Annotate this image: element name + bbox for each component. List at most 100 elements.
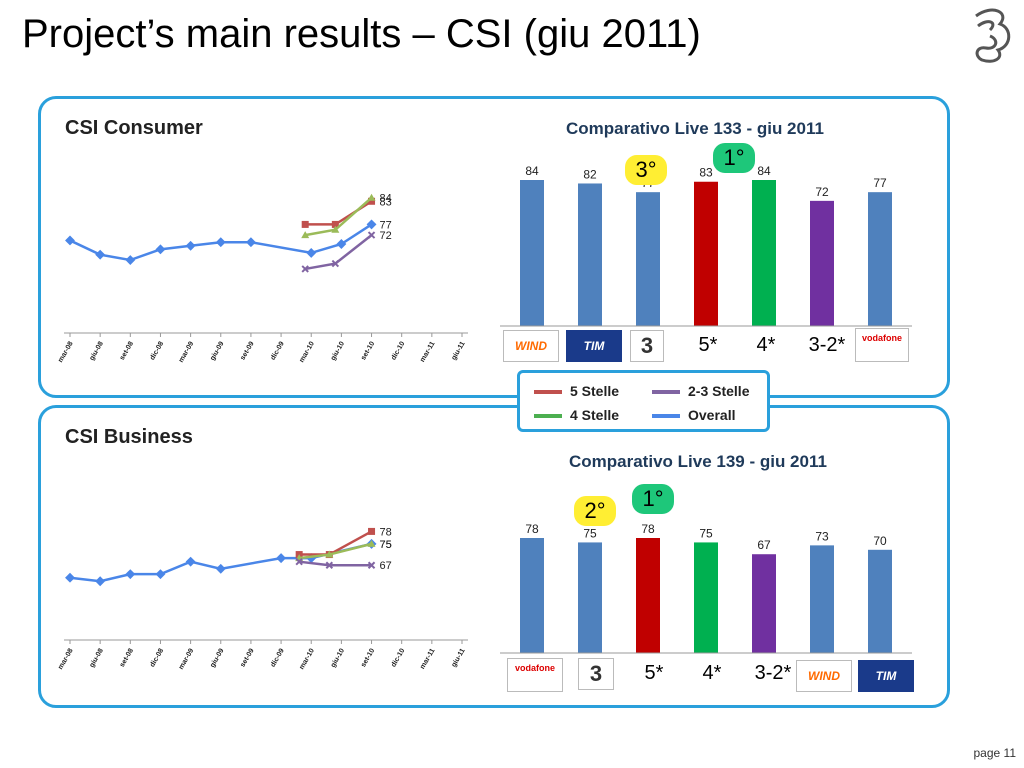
bar-value-label: 84 xyxy=(525,164,539,178)
data-point xyxy=(185,240,196,251)
legend-label-4-stelle: 4 Stelle xyxy=(570,407,620,423)
first-place-badge-consumer: 1° xyxy=(713,143,755,173)
x-tick-label: set-10 xyxy=(360,647,376,668)
x-tick-label: set-09 xyxy=(239,340,255,361)
data-point xyxy=(367,539,376,547)
data-point xyxy=(367,193,376,201)
bar xyxy=(520,180,544,326)
bar-value-label: 70 xyxy=(873,534,887,548)
data-point xyxy=(301,265,309,273)
x-tick-label: mar-10 xyxy=(298,647,316,670)
data-point xyxy=(155,569,166,580)
data-point xyxy=(95,576,106,587)
second-place-badge: 2° xyxy=(574,496,616,526)
three-brand-logo: 3 xyxy=(630,330,664,362)
first-place-badge-business: 1° xyxy=(632,484,674,514)
x-tick-label: giu-11 xyxy=(451,340,467,361)
business-bar-chart: 78 75 78 75 67 73 70 xyxy=(500,522,912,654)
legend-swatch-4-stelle xyxy=(534,414,562,418)
data-point xyxy=(366,219,377,230)
series-end-label: 67 xyxy=(380,560,392,572)
legend-swatch-2-3-stelle xyxy=(652,390,680,394)
legend-label-5-stelle: 5 Stelle xyxy=(570,383,620,399)
three-brand-logo-business: 3 xyxy=(578,658,614,690)
four-star-label: 4* xyxy=(756,334,776,356)
data-point xyxy=(245,237,256,248)
wind-logo-business: WIND xyxy=(796,660,852,692)
bar-value-label: 77 xyxy=(873,176,887,190)
bar-chart-title-business: Comparativo Live 139 - giu 2011 xyxy=(569,452,827,471)
bar xyxy=(578,183,602,326)
x-tick-label: set-09 xyxy=(239,647,255,668)
data-point xyxy=(65,572,75,583)
consumer-bar-chart: 84827783847277 xyxy=(500,164,912,327)
panel-title-consumer: CSI Consumer xyxy=(65,117,203,139)
x-tick-label: dic-08 xyxy=(149,647,165,668)
five-star-label: 5* xyxy=(698,334,718,356)
bar-value-label: 78 xyxy=(525,522,539,536)
data-point xyxy=(215,563,226,574)
third-place-badge: 3° xyxy=(625,155,667,185)
bar-value-label: 78 xyxy=(641,522,655,536)
bar xyxy=(752,180,776,326)
bar-value-label: 84 xyxy=(757,164,771,178)
chart-legend: 5 Stelle 2-3 Stelle 4 Stelle Overall xyxy=(517,370,770,432)
series-end-label: 72 xyxy=(380,230,392,242)
x-tick-label: set-10 xyxy=(360,340,376,361)
data-point xyxy=(95,249,106,260)
data-point xyxy=(331,225,340,233)
bar-value-label: 83 xyxy=(699,166,713,180)
tim-logo: TIM xyxy=(566,330,622,362)
page-title: Project’s main results – CSI (giu 2011) xyxy=(22,12,701,56)
data-point xyxy=(367,231,376,239)
series-end-label: 75 xyxy=(380,539,392,551)
data-point xyxy=(276,553,287,564)
legend-label-2-3-stelle: 2-3 Stelle xyxy=(688,383,750,399)
x-tick-label: set-08 xyxy=(119,340,135,361)
vodafone-logo: vodafone xyxy=(855,328,909,362)
series-end-label: 84 xyxy=(380,193,392,205)
page-number: page 11 xyxy=(973,746,1017,760)
panel-title-business: CSI Business xyxy=(65,426,193,448)
legend-swatch-5-stelle xyxy=(534,390,562,394)
data-point xyxy=(325,561,334,569)
data-point xyxy=(331,259,340,268)
bar-value-label: 75 xyxy=(583,526,597,540)
data-point xyxy=(301,231,310,239)
data-point xyxy=(125,255,136,265)
bar xyxy=(868,192,892,326)
bar xyxy=(810,200,834,326)
bar xyxy=(520,538,544,653)
x-tick-label: giu-08 xyxy=(89,340,105,361)
x-tick-label: giu-10 xyxy=(330,340,346,361)
data-point xyxy=(325,550,334,558)
series-line xyxy=(299,530,373,556)
bar xyxy=(694,542,718,653)
bar xyxy=(868,549,892,653)
series-end-label: 75 xyxy=(380,539,392,551)
three-logo-icon xyxy=(975,8,1011,63)
x-tick-label: dic-09 xyxy=(270,647,286,668)
three-two-star-label: 3-2* xyxy=(808,334,846,356)
bar-value-label: 82 xyxy=(583,167,597,181)
x-tick-label: mar-09 xyxy=(178,340,196,363)
data-point xyxy=(215,237,226,248)
data-point xyxy=(331,220,339,228)
x-tick-label: mar-09 xyxy=(178,647,196,670)
data-point xyxy=(65,235,75,246)
x-tick-label: mar-10 xyxy=(298,340,316,363)
four-star-label-business: 4* xyxy=(702,662,722,684)
three-two-star-label-business: 3-2* xyxy=(754,662,792,684)
data-point xyxy=(301,220,309,228)
data-point xyxy=(367,561,376,569)
x-tick-label: set-08 xyxy=(119,647,135,668)
data-point xyxy=(336,239,347,249)
vodafone-logo-business: vodafone xyxy=(507,658,563,692)
data-point xyxy=(185,556,196,567)
bar-value-label: 73 xyxy=(815,529,829,543)
bar-chart-title-consumer: Comparativo Live 133 - giu 2011 xyxy=(566,119,824,138)
bar-value-label: 75 xyxy=(699,526,713,540)
series-line xyxy=(299,560,372,567)
bar-value-label: 72 xyxy=(815,185,829,199)
csi-consumer-line-chart: mar-08 giu-08 set-08 dic-08 mar-09 giu-09 set-… xyxy=(57,193,468,364)
